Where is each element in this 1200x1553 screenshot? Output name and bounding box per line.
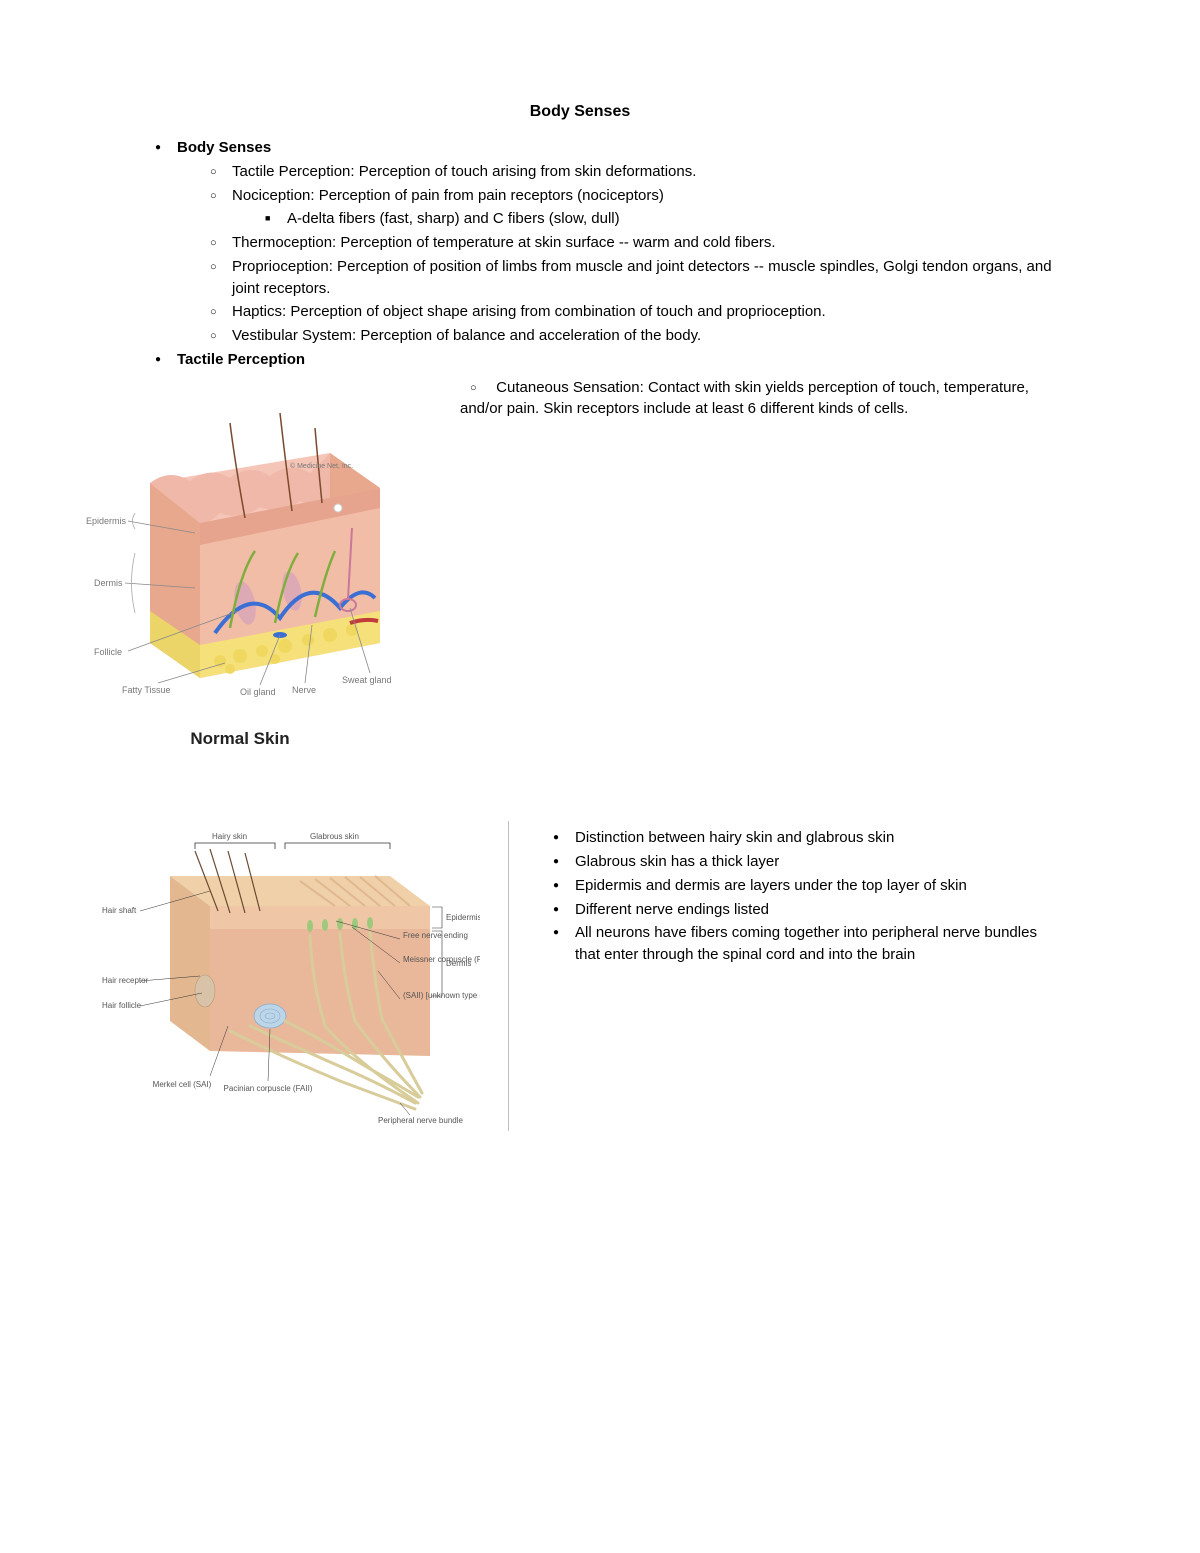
- svg-text:Meissner corpuscle (FAI): Meissner corpuscle (FAI): [403, 955, 480, 964]
- svg-text:Epidermis: Epidermis: [86, 516, 127, 526]
- svg-text:© Medicine Net, Inc.: © Medicine Net, Inc.: [290, 462, 353, 470]
- svg-text:Glabrous skin: Glabrous skin: [310, 832, 359, 841]
- list-item: Haptics: Perception of object shape aris…: [210, 301, 1060, 323]
- list-item: Thermoception: Perception of temperature…: [210, 232, 1060, 254]
- svg-text:Hair shaft: Hair shaft: [102, 906, 137, 915]
- figure-normal-skin: Epidermis Dermis Follicle Fatty Tissue O…: [80, 373, 400, 723]
- svg-text:Nerve: Nerve: [292, 685, 316, 695]
- svg-text:Peripheral nerve bundle: Peripheral nerve bundle: [378, 1116, 463, 1125]
- svg-text:Hair follicle: Hair follicle: [102, 1001, 142, 1010]
- svg-text:Hair receptor: Hair receptor: [102, 976, 149, 985]
- svg-text:(SAII) [unknown type of ending: (SAII) [unknown type of ending]: [403, 991, 480, 1000]
- figure-skin-receptors: Hairy skin Glabrous skin: [100, 821, 480, 1131]
- svg-text:Epidermis: Epidermis: [446, 913, 480, 922]
- page-title: Body Senses: [100, 100, 1060, 123]
- notes-column: Distinction between hairy skin and glabr…: [527, 821, 1060, 1131]
- list-item: Proprioception: Perception of position o…: [210, 256, 1060, 300]
- list-item: A-delta fibers (fast, sharp) and C fiber…: [265, 208, 1060, 230]
- svg-text:Sweat gland: Sweat gland: [342, 675, 392, 685]
- svg-text:Free nerve ending: Free nerve ending: [403, 931, 468, 940]
- list-item: Vestibular System: Perception of balance…: [210, 325, 1060, 347]
- cutaneous-text: Cutaneous Sensation: Contact with skin y…: [460, 379, 1029, 418]
- vertical-divider: [508, 821, 509, 1131]
- svg-text:Dermis: Dermis: [94, 578, 123, 588]
- svg-text:Hairy skin: Hairy skin: [212, 832, 247, 841]
- list-item: Tactile Perception: Perception of touch …: [210, 161, 1060, 183]
- list-item: Nociception: Perception of pain from pai…: [210, 185, 1060, 207]
- svg-text:Fatty Tissue: Fatty Tissue: [122, 685, 171, 695]
- section-heading-2: Tactile Perception: [155, 349, 1060, 371]
- svg-text:Follicle: Follicle: [94, 647, 122, 657]
- svg-text:Merkel cell (SAI): Merkel cell (SAI): [153, 1080, 212, 1089]
- svg-text:Oil gland: Oil gland: [240, 687, 276, 697]
- section-heading-1: Body Senses: [155, 137, 1060, 159]
- svg-text:Pacinian corpuscle (FAII): Pacinian corpuscle (FAII): [224, 1084, 313, 1093]
- figure1-caption: Normal Skin: [80, 727, 400, 752]
